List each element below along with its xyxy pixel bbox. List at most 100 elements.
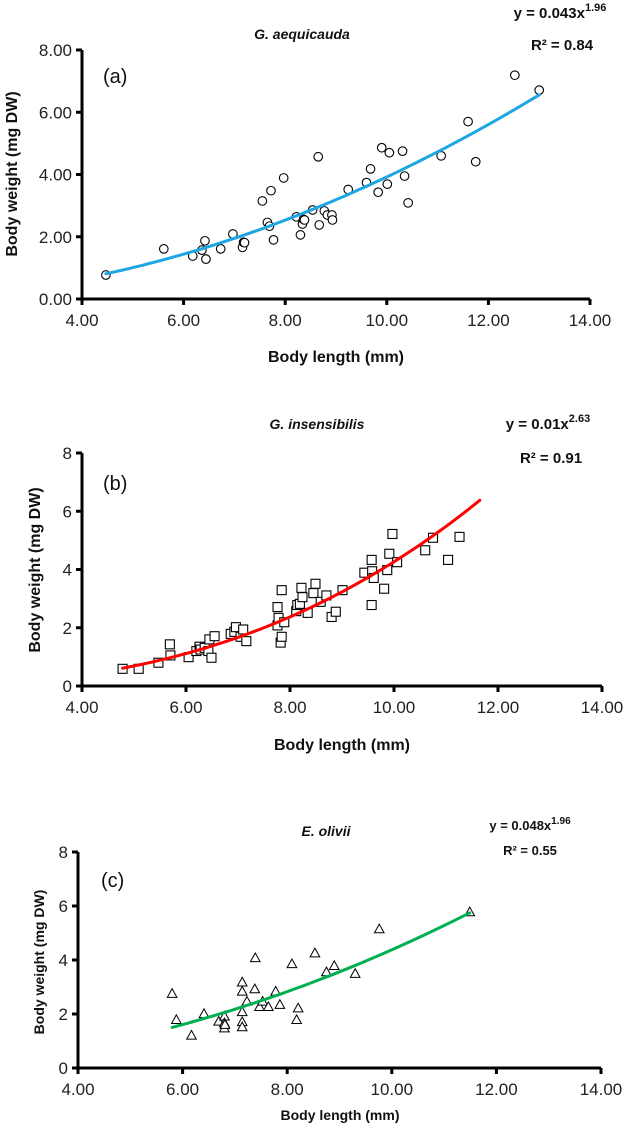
chart-b-data-point [387,528,398,540]
chart-a-data-point [295,230,306,240]
chart-a-panel-label: (a) [103,66,127,88]
chart-a-data-point [327,215,338,225]
chart-c-x-tick-label: 8.00 [271,1080,304,1099]
chart-c-y-tick-label: 8 [59,843,68,862]
chart-c-data-point [185,1029,198,1040]
chart-a: G. aequicauda y = 0.043x1.96 R² = 0.84 (… [4,2,611,366]
chart-a-ylabel: Body weight (mg DW) [4,91,21,256]
chart-c-trend-line [170,911,472,1029]
chart-a-exponent: 1.96 [585,2,606,14]
chart-c-data-point [328,959,340,971]
chart-c-y-tick-label: 2 [59,1005,68,1024]
chart-b-r2: R² = 0.91 [520,450,582,467]
chart-b-panel-label: (b) [103,473,127,495]
chart-b-data-point [206,652,217,663]
chart-b-data-point [276,585,287,596]
chart-b-data-point [454,531,465,542]
chart-c-data-point [253,1000,266,1012]
chart-c-data-point [166,987,178,998]
chart-c-equation: y = 0.048x1.96 [489,816,571,833]
chart-b-trend-line [121,498,482,670]
chart-b-data-point [238,624,249,635]
chart-c-data-point [292,1002,304,1013]
chart-b-data-point [420,545,431,556]
chart-a-data-point [268,235,279,245]
chart-a-data-point [158,244,169,254]
chart-b-y-tick-label: 6 [63,502,72,521]
chart-c-data-point [249,983,261,994]
chart-b-y-tick-label: 4 [63,561,72,580]
chart-a-data-point [373,187,384,198]
chart-b-data-point [296,582,307,593]
chart-b-data-point [366,599,377,611]
chart-a-xlabel: Body length (mm) [268,349,404,366]
chart-c-x-tick-label: 10.00 [371,1080,414,1099]
chart-b-data-point [164,639,175,650]
chart-a-data-point [200,235,210,246]
chart-c-data-point [309,947,321,958]
chart-c-x-tick-label: 12.00 [475,1080,518,1099]
chart-b-x-tick-label: 12.00 [477,698,520,717]
chart-a-data-point [534,85,545,96]
chart-c-exponent: 1.96 [551,816,571,827]
chart-c: E. olivii y = 0.048x1.96 R² = 0.55 (c) B… [31,816,622,1123]
chart-a-data-point [278,173,289,183]
chart-a-data-point [313,151,324,162]
chart-c-panel-label: (c) [101,870,124,892]
chart-c-data-point [236,976,248,987]
chart-a-data-point [239,237,250,248]
chart-a-y-tick-label: 8.00 [39,41,72,60]
chart-c-data-point [262,1000,275,1012]
chart-a-data-point [463,116,473,127]
chart-a-x-tick-label: 6.00 [167,311,200,330]
chart-c-data-point [249,952,261,963]
chart-a-data-point [376,142,387,153]
chart-b-data-point [209,631,220,642]
chart-a-data-point [299,215,310,225]
chart-a-x-tick-label: 10.00 [366,311,409,330]
chart-b-x-tick-label: 4.00 [65,698,98,717]
chart-c-x-tick-label: 14.00 [580,1080,623,1099]
chart-b-data-point [379,583,390,594]
chart-b-exponent: 2.63 [569,413,590,425]
chart-b-data-point [297,592,308,603]
chart-a-data-point [509,70,520,81]
chart-b-data-point [330,606,341,617]
chart-b-data-point [241,636,252,647]
chart-c-data-point [219,1018,231,1029]
chart-c-data-point [274,998,286,1009]
chart-b-x-tick-label: 10.00 [373,698,416,717]
chart-b-data-point [443,554,454,565]
chart-a-data-point [201,254,211,265]
chart-c-y-tick-label: 0 [59,1059,68,1078]
chart-a-y-tick-label: 4.00 [39,166,72,185]
chart-a-y-tick-label: 0.00 [39,290,72,309]
chart-b-data-point [310,578,321,589]
chart-c-y-tick-label: 4 [59,951,68,970]
chart-b-data-point [308,588,319,599]
chart-b-data-point [276,631,287,642]
chart-a-data-point [470,156,481,167]
chart-c-y-tick-label: 6 [59,897,68,916]
chart-c-data-point [290,1013,303,1025]
chart-a-x-tick-label: 4.00 [65,311,98,330]
chart-c-x-tick-label: 4.00 [61,1080,94,1099]
chart-b-title: G. insensibilis [270,416,365,432]
chart-a-y-tick-label: 6.00 [39,103,72,122]
chart-c-data-point [170,1013,182,1025]
chart-b-x-tick-label: 6.00 [169,698,202,717]
chart-b-data-point [272,602,283,613]
chart-b-xlabel: Body length (mm) [274,737,410,754]
chart-b: G. insensibilis y = 0.01x2.63 R² = 0.91 … [27,413,623,754]
chart-b-equation: y = 0.01x2.63 [506,413,590,433]
chart-b-data-point [366,554,377,565]
chart-c-ylabel: Body weight (mg DW) [31,890,47,1035]
chart-c-data-point [236,1006,248,1017]
chart-a-trend-line [104,93,541,276]
chart-b-y-tick-label: 2 [63,619,72,638]
chart-b-y-tick-label: 0 [63,677,72,696]
chart-a-data-point [314,220,325,230]
chart-b-y-tick-label: 8 [63,444,72,463]
chart-a-data-point [403,197,413,208]
